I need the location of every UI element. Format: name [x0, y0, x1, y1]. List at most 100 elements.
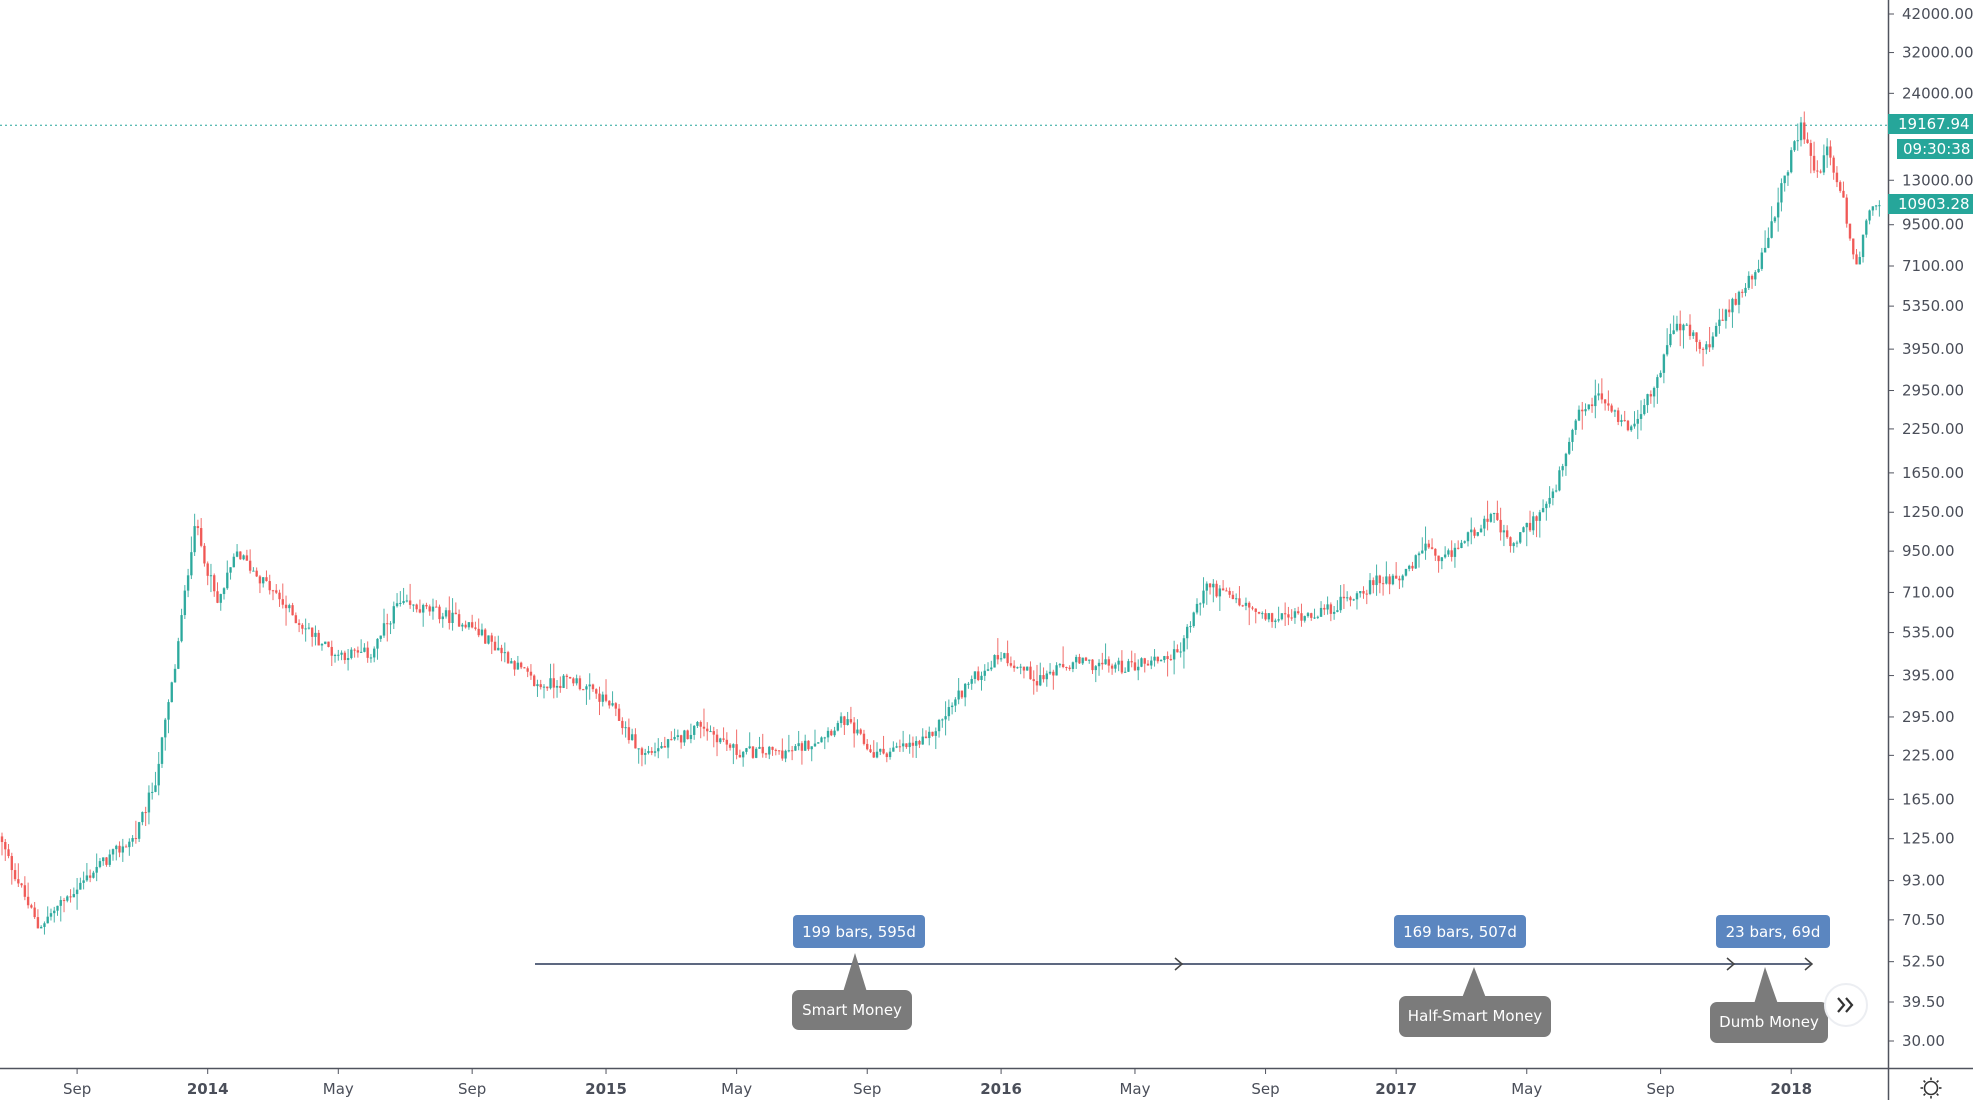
candle — [477, 618, 480, 638]
candle — [1809, 139, 1813, 174]
candle — [320, 643, 324, 651]
candle — [337, 649, 340, 661]
candle — [164, 717, 167, 751]
candle — [1597, 383, 1600, 401]
price-axis[interactable]: 42000.00 32000.00 24000.00 13000.00 9500.00 7… — [1887, 0, 1973, 1100]
candle — [1447, 548, 1450, 557]
candle — [1107, 656, 1111, 673]
candle — [1182, 635, 1186, 669]
candle — [986, 662, 990, 672]
range-label-1[interactable]: 199 bars, 595d — [793, 915, 925, 948]
candle — [1055, 662, 1058, 676]
candle — [1718, 308, 1721, 334]
countdown-text: 09:30:38 — [1903, 140, 1970, 158]
candle — [141, 811, 144, 826]
candle — [265, 570, 268, 582]
candle — [774, 748, 778, 756]
candle — [288, 603, 291, 613]
candle — [839, 712, 843, 728]
candle — [849, 706, 853, 725]
callout-half-smart-money[interactable]: Half-Smart Money — [1399, 967, 1551, 1037]
callout-smart-money[interactable]: Smart Money — [792, 953, 912, 1030]
candle — [996, 638, 1000, 665]
candle — [732, 743, 735, 765]
candle — [1365, 589, 1368, 605]
candle — [1244, 597, 1248, 611]
candle — [1323, 604, 1326, 616]
candle — [539, 679, 542, 690]
gear-icon[interactable] — [1920, 1077, 1942, 1099]
candle — [745, 747, 748, 755]
candle — [585, 684, 588, 705]
candle — [484, 628, 487, 644]
time-axis[interactable]: Sep 2014 May Sep 2015 May Sep 2016 May Sep 2017 May… — [0, 1067, 1973, 1098]
date-range-drawing[interactable] — [535, 957, 1814, 971]
candle — [1375, 564, 1378, 596]
candle — [1803, 111, 1806, 144]
candle — [62, 897, 66, 913]
candle — [983, 664, 986, 682]
candle — [644, 748, 647, 765]
candle — [1600, 378, 1604, 404]
y-tick-label: 1650.00 — [1902, 464, 1964, 482]
candle — [568, 676, 572, 679]
candle — [297, 619, 301, 633]
candle — [575, 674, 578, 686]
candle — [1421, 537, 1424, 554]
candle — [1061, 646, 1065, 669]
candle — [1665, 328, 1669, 357]
x-tick-label: 2016 — [980, 1080, 1022, 1098]
candle — [98, 858, 102, 869]
candle — [1110, 663, 1114, 675]
candle — [1368, 573, 1372, 596]
candle — [1692, 330, 1695, 339]
candle — [1646, 393, 1649, 413]
candle — [1306, 611, 1310, 618]
candle — [1532, 511, 1535, 535]
candle — [1571, 428, 1574, 451]
candle — [350, 647, 353, 660]
candle — [559, 676, 562, 693]
candle — [307, 622, 311, 630]
countdown-label: 09:30:38 — [1897, 139, 1973, 159]
candle — [1336, 600, 1339, 613]
candle — [340, 650, 343, 661]
callout-dumb-money[interactable]: Dumb Money — [1710, 967, 1828, 1043]
range-label-3[interactable]: 23 bars, 69d — [1716, 915, 1830, 948]
candle — [794, 744, 797, 751]
range-label-2[interactable]: 169 bars, 507d — [1394, 915, 1526, 948]
candle — [1656, 374, 1659, 404]
y-tick-label: 24000.00 — [1902, 84, 1973, 102]
candle — [1842, 181, 1845, 198]
candle — [950, 702, 954, 715]
candle — [572, 677, 575, 687]
candle — [173, 664, 177, 683]
candle — [209, 563, 213, 593]
candle — [813, 729, 817, 747]
candle — [611, 691, 614, 707]
candle — [999, 651, 1003, 662]
candle — [369, 653, 373, 663]
candle — [1626, 419, 1630, 432]
candle — [565, 673, 569, 690]
candle — [294, 612, 298, 624]
candle — [1123, 667, 1127, 673]
candle — [1763, 230, 1767, 253]
candle — [519, 661, 523, 670]
candle — [970, 675, 973, 690]
candle — [1241, 604, 1244, 607]
candle — [1192, 611, 1195, 628]
candle — [1091, 659, 1094, 675]
candle — [1117, 657, 1120, 672]
candle — [1551, 488, 1555, 506]
candle — [402, 587, 405, 605]
candle — [72, 887, 76, 898]
candle — [1310, 612, 1313, 621]
candle — [105, 857, 108, 867]
candle — [1483, 515, 1486, 537]
y-tick-label: 9500.00 — [1902, 216, 1964, 234]
candle — [1848, 223, 1852, 241]
scroll-to-realtime-button[interactable] — [1824, 983, 1868, 1027]
candle — [608, 700, 611, 709]
